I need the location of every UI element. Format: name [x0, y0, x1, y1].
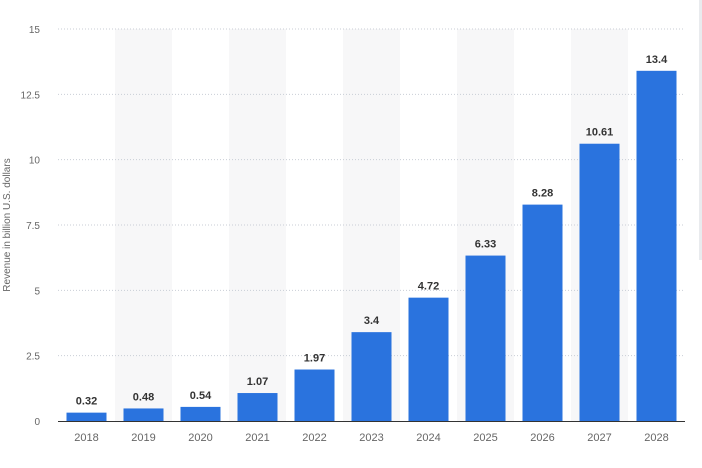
bar-2021: [237, 393, 278, 421]
value-label-2020: 0.54: [190, 390, 212, 402]
bar-2024: [408, 297, 449, 421]
y-tick-label: 10: [29, 156, 41, 167]
x-tick-label-2023: 2023: [359, 432, 383, 444]
value-label-2024: 4.72: [418, 281, 439, 293]
bar-2022: [294, 369, 335, 421]
bar-2023: [351, 332, 392, 421]
value-label-2028: 13.4: [646, 54, 668, 66]
x-tick-label-2028: 2028: [644, 432, 668, 444]
x-tick-label-2019: 2019: [131, 432, 155, 444]
value-label-2022: 1.97: [304, 353, 325, 365]
bar-2020: [180, 406, 221, 421]
value-labels: 0.32 0.48 0.54 1.07 1.97 3.4 4.72 6.33 8.28 10.61…: [76, 54, 668, 408]
bar-2026: [522, 204, 563, 421]
value-label-2027: 10.61: [586, 127, 614, 139]
x-tick-label-2018: 2018: [74, 432, 98, 444]
y-tick-label: 0: [34, 417, 40, 428]
x-tick-label-2021: 2021: [245, 432, 269, 444]
right-edge-strip: [699, 0, 702, 260]
bar-2018: [66, 412, 107, 421]
x-tick-label-2022: 2022: [302, 432, 326, 444]
bar-2027: [579, 143, 620, 421]
value-label-2026: 8.28: [532, 188, 553, 200]
value-label-2021: 1.07: [247, 376, 268, 388]
y-tick-label: 2.5: [26, 352, 40, 363]
x-tick-label-2027: 2027: [587, 432, 611, 444]
y-axis-ticks: 0 2.5 5 7.5 10 12.5 15: [21, 25, 41, 428]
bar-2025: [465, 255, 506, 421]
y-tick-label: 15: [29, 25, 41, 36]
bar-2019: [123, 408, 164, 421]
y-tick-label: 5: [34, 286, 40, 297]
value-label-2025: 6.33: [475, 239, 496, 251]
y-axis-title: Revenue in billion U.S. dollars: [2, 158, 13, 291]
bars: [66, 70, 677, 422]
value-label-2019: 0.48: [133, 391, 154, 403]
x-tick-label-2020: 2020: [188, 432, 212, 444]
x-tick-label-2024: 2024: [416, 432, 440, 444]
y-tick-label: 7.5: [26, 221, 40, 232]
y-tick-label: 12.5: [21, 90, 41, 101]
x-tick-label-2026: 2026: [530, 432, 554, 444]
value-label-2018: 0.32: [76, 396, 97, 408]
x-axis-ticks: 2018 2019 2020 2021 2022 2023 2024 2025 2026 2027…: [74, 432, 668, 444]
bar-2028: [636, 70, 677, 422]
value-label-2023: 3.4: [364, 315, 380, 327]
x-tick-label-2025: 2025: [473, 432, 497, 444]
